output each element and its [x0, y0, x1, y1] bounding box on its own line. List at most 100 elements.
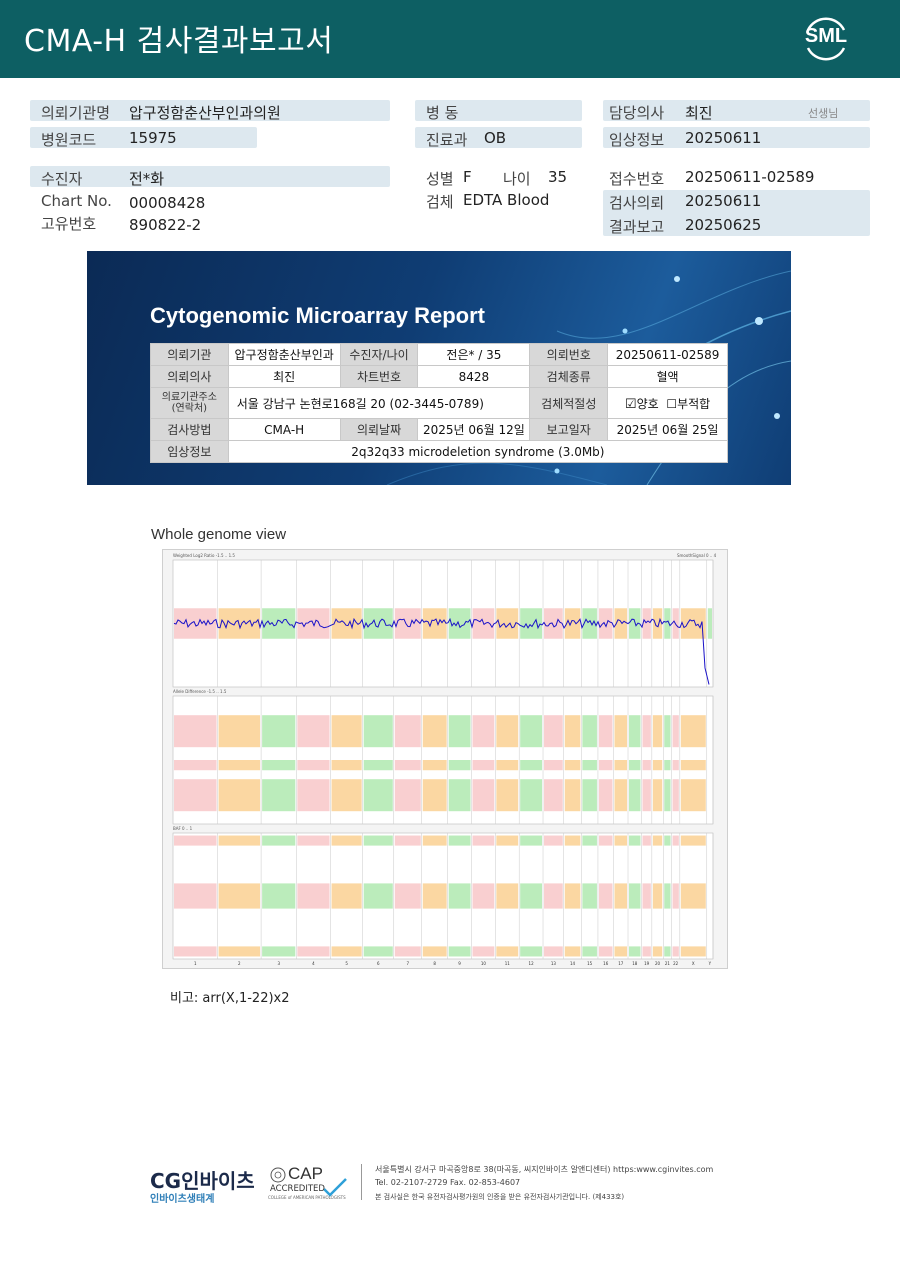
- signal-band: [218, 715, 261, 748]
- report-row-5: 임상정보 2q32q33 microdeletion syndrome (3.0…: [150, 440, 729, 463]
- signal-band: [448, 835, 471, 846]
- signal-band: [174, 760, 217, 771]
- signal-band: [297, 946, 330, 957]
- cg-invites-logo: CG인바이츠: [150, 1169, 255, 1193]
- adequate-label: 양호: [636, 396, 659, 411]
- signal-band: [629, 715, 641, 748]
- signal-band: [218, 779, 261, 812]
- signal-band: [614, 883, 628, 909]
- signal-band: [262, 835, 296, 846]
- signal-band: [598, 760, 613, 771]
- signal-band: [363, 946, 393, 957]
- cell-label: 의뢰기관: [150, 343, 229, 366]
- signal-band: [672, 779, 679, 812]
- chromosome-tick-label: 17: [618, 961, 624, 966]
- signal-band: [394, 715, 421, 748]
- cell-value: 최진: [227, 365, 341, 388]
- signal-band: [262, 608, 296, 639]
- dept-value: OB: [484, 129, 507, 147]
- footer-address: 서울특별시 강서구 마곡중앙8로 38(마곡동, 씨지인바이츠 알앤디센터) h…: [375, 1165, 714, 1174]
- signal-band: [642, 760, 651, 771]
- footer-note: 본 검사실은 한국 유전자검사평가원의 인증을 받은 유전자검사기관입니다. (…: [375, 1193, 625, 1201]
- signal-band: [664, 715, 671, 748]
- cap-accredited-logo: CAP ACCREDITED COLLEGE of AMERICAN PATHO…: [268, 1163, 352, 1203]
- sex-value: F: [463, 168, 472, 186]
- chart-label: Chart No.: [41, 192, 112, 210]
- signal-band: [544, 779, 563, 812]
- patient-bar: [30, 166, 390, 187]
- signal-band: [331, 946, 362, 957]
- institution-value: 압구정함춘산부인과의원: [129, 104, 281, 122]
- signal-band: [218, 835, 261, 846]
- signal-band: [363, 883, 393, 909]
- signal-band: [262, 883, 296, 909]
- signal-band: [394, 835, 421, 846]
- signal-band: [472, 779, 495, 812]
- signal-band: [174, 779, 217, 812]
- signal-band: [652, 715, 663, 748]
- signal-band: [564, 608, 581, 639]
- signal-band: [672, 715, 679, 748]
- signal-band: [629, 760, 641, 771]
- signal-band: [582, 760, 597, 771]
- signal-band: [642, 946, 651, 957]
- signal-band: [672, 760, 679, 771]
- signal-band: [564, 715, 581, 748]
- signal-band: [614, 760, 628, 771]
- cell-value: 압구정함춘산부인과: [227, 343, 341, 366]
- cell-label: 의뢰번호: [529, 343, 609, 366]
- signal-band: [262, 946, 296, 957]
- patient-label: 수진자: [41, 170, 83, 188]
- signal-band: [496, 779, 519, 812]
- signal-band: [629, 835, 641, 846]
- genome-plot-svg: Weighted Log2 Ratio -1.5 .. 1.5 SmoothSi…: [172, 553, 717, 966]
- report-row-4: 검사방법 CMA-H 의뢰날짜 2025년 06월 12일 보고일자 2025년…: [150, 418, 728, 441]
- signal-band: [680, 715, 706, 748]
- result-label: 결과보고: [609, 218, 665, 236]
- signal-band: [598, 946, 613, 957]
- signal-band: [614, 779, 628, 812]
- cell-label: 의뢰의사: [150, 365, 229, 388]
- chromosome-tick-label: 9: [458, 961, 461, 966]
- cell-label: 검체적절성: [529, 387, 609, 419]
- signal-band: [394, 779, 421, 812]
- signal-band: [496, 715, 519, 748]
- chromosome-tick-label: 10: [481, 961, 487, 966]
- signal-band: [582, 946, 597, 957]
- signal-band: [520, 835, 543, 846]
- signal-band: [520, 760, 543, 771]
- genome-view-title: Whole genome view: [151, 526, 287, 543]
- signal-band: [544, 760, 563, 771]
- cell-value: 2025년 06월 25일: [607, 418, 728, 441]
- signal-band: [520, 779, 543, 812]
- signal-band: [582, 835, 597, 846]
- signal-band: [520, 608, 543, 639]
- request-value: 20250611: [685, 192, 762, 210]
- panel2-label: Allele Difference -1.5 .. 1.5: [173, 689, 227, 694]
- signal-band: [422, 760, 447, 771]
- chromosome-tick-label: 19: [644, 961, 650, 966]
- signal-band: [664, 760, 671, 771]
- chromosome-tick-label: 18: [632, 961, 638, 966]
- signal-band: [707, 608, 712, 639]
- signal-band: [472, 883, 495, 909]
- institution-label: 의뢰기관명: [41, 104, 111, 122]
- chromosome-tick-label: 22: [673, 961, 679, 966]
- institution-bar: [30, 100, 390, 121]
- sex-label: 성별: [426, 170, 454, 188]
- specimen-value: EDTA Blood: [463, 191, 550, 209]
- signal-band: [564, 946, 581, 957]
- genome-view-plot: Weighted Log2 Ratio -1.5 .. 1.5 SmoothSi…: [162, 549, 728, 969]
- signal-band: [680, 779, 706, 812]
- cell-label: 검체종류: [529, 365, 609, 388]
- signal-band: [472, 946, 495, 957]
- dept-bar: [415, 127, 582, 148]
- signal-band: [394, 760, 421, 771]
- address-label-sub: (연락처): [171, 403, 208, 414]
- signal-band: [672, 946, 679, 957]
- signal-band: [331, 760, 362, 771]
- doctor-label: 담당의사: [609, 104, 665, 122]
- chromosome-tick-label: 16: [603, 961, 609, 966]
- signal-band: [297, 760, 330, 771]
- signal-band: [174, 946, 217, 957]
